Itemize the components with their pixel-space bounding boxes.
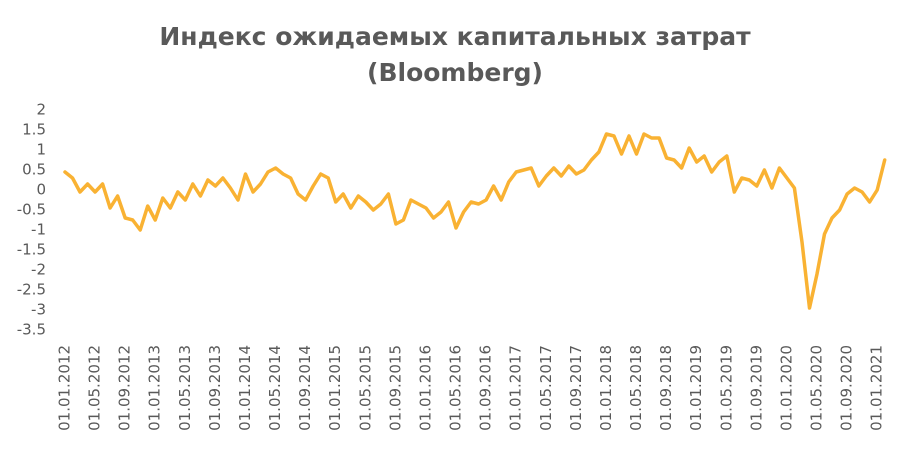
x-tick-label: 01.05.2019 xyxy=(717,345,735,431)
x-tick-label: 01.09.2013 xyxy=(206,345,224,431)
chart-subtitle: (Bloomberg) xyxy=(367,58,543,87)
series-line xyxy=(63,132,887,310)
y-tick-label: 2 xyxy=(36,101,46,119)
x-tick-label: 01.01.2018 xyxy=(597,345,615,431)
x-tick-label: 01.09.2019 xyxy=(747,345,765,431)
y-tick-label: 1 xyxy=(36,141,46,159)
y-tick-label: -1 xyxy=(31,221,46,239)
y-tick-label: -2.5 xyxy=(17,281,46,299)
x-tick-label: 01.01.2016 xyxy=(416,345,434,431)
x-tick-label: 01.01.2013 xyxy=(146,345,164,431)
x-tick-label: 01.05.2016 xyxy=(447,345,465,431)
x-tick-label: 01.01.2012 xyxy=(56,345,74,431)
y-tick-label: 0 xyxy=(36,181,46,199)
x-tick-label: 01.09.2015 xyxy=(386,345,404,431)
y-tick-label: -0.5 xyxy=(17,201,46,219)
x-tick-label: 01.05.2020 xyxy=(808,345,826,431)
x-tick-label: 01.01.2021 xyxy=(868,345,886,431)
y-tick-label: -3 xyxy=(31,301,46,319)
x-tick-label: 01.05.2012 xyxy=(86,345,104,431)
x-tick-label: 01.01.2015 xyxy=(326,345,344,431)
x-tick-label: 01.09.2014 xyxy=(296,345,314,431)
x-tick-label: 01.05.2013 xyxy=(176,345,194,431)
x-tick-label: 01.01.2020 xyxy=(777,345,795,431)
x-tick-label: 01.09.2018 xyxy=(657,345,675,431)
x-tick-label: 01.01.2017 xyxy=(507,345,525,431)
x-tick-label: 01.05.2015 xyxy=(356,345,374,431)
x-tick-label: 01.05.2014 xyxy=(266,345,284,431)
x-tick-label: 01.01.2019 xyxy=(687,345,705,431)
y-tick-label: 1.5 xyxy=(22,121,46,139)
x-tick-label: 01.09.2017 xyxy=(567,345,585,431)
chart-title: Индекс ожидаемых капитальных затрат xyxy=(159,22,751,51)
y-tick-label: 0.5 xyxy=(22,161,46,179)
x-tick-label: 01.09.2020 xyxy=(838,345,856,431)
y-tick-label: -3.5 xyxy=(17,321,46,339)
x-tick-label: 01.09.2012 xyxy=(116,345,134,431)
x-tick-label: 01.05.2017 xyxy=(537,345,555,431)
x-tick-label: 01.05.2018 xyxy=(627,345,645,431)
y-tick-label: -1.5 xyxy=(17,241,46,259)
y-tick-label: -2 xyxy=(31,261,46,279)
x-tick-label: 01.09.2016 xyxy=(477,345,495,431)
x-tick-label: 01.01.2014 xyxy=(236,345,254,431)
